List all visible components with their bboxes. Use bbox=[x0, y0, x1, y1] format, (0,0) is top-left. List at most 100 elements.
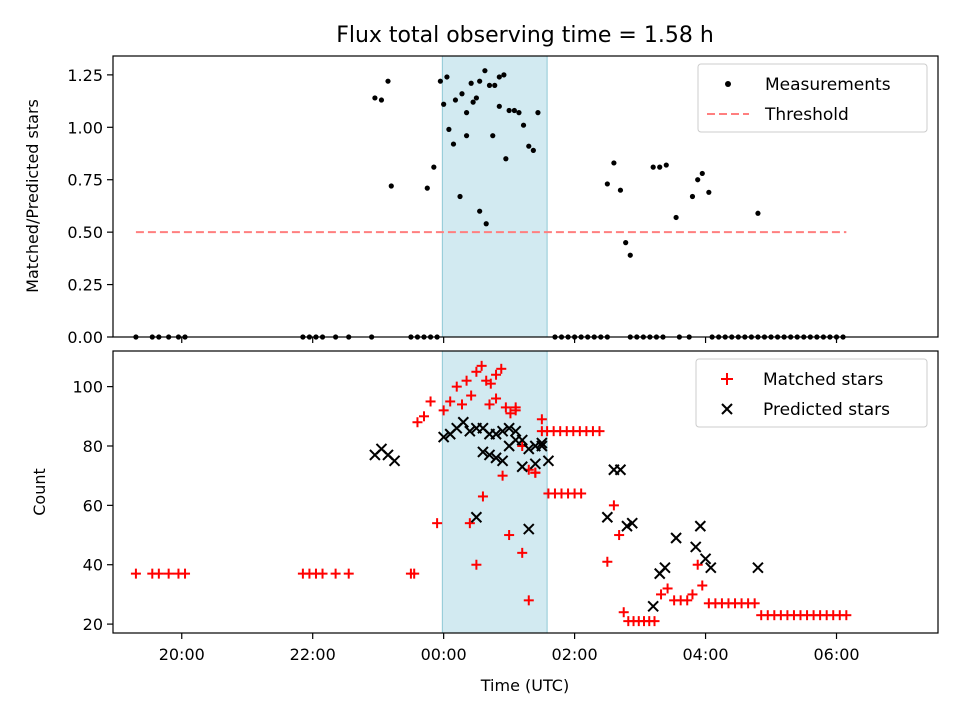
xtick-label: 04:00 bbox=[683, 645, 729, 664]
measurement-point bbox=[490, 133, 496, 139]
matched-point bbox=[682, 595, 693, 606]
matched-point bbox=[471, 366, 482, 377]
measurement-point bbox=[437, 78, 443, 84]
measurement-point bbox=[457, 193, 463, 200]
matched-point bbox=[500, 402, 511, 413]
measurement-point bbox=[611, 160, 617, 166]
measurement-point bbox=[463, 133, 470, 139]
top-legend: Measurements Threshold bbox=[697, 63, 928, 133]
predicted-point bbox=[621, 520, 633, 532]
matched-point bbox=[425, 396, 436, 407]
predicted-point bbox=[601, 511, 614, 523]
predicted-point bbox=[516, 461, 528, 473]
measurement-point bbox=[468, 80, 474, 86]
matched-point bbox=[576, 488, 587, 499]
bottom-x-ticks: 20:00 22:00 00:00 02:00 04:00 06:00 bbox=[159, 633, 860, 664]
predicted-point bbox=[659, 561, 671, 574]
predicted-point bbox=[529, 458, 542, 470]
measurement-point bbox=[706, 189, 712, 195]
matched-point bbox=[530, 467, 541, 478]
measurement-point bbox=[459, 91, 465, 97]
measurement-point bbox=[441, 101, 447, 107]
predicted-point bbox=[470, 511, 483, 523]
measurement-point bbox=[492, 82, 498, 88]
predicted-point bbox=[690, 541, 702, 553]
predicted-point bbox=[457, 416, 470, 428]
matched-point bbox=[649, 616, 660, 627]
measurement-point bbox=[477, 78, 483, 84]
matched-point bbox=[461, 375, 472, 386]
top-ytick-label: 0.00 bbox=[67, 328, 103, 347]
predicted-point bbox=[477, 446, 489, 458]
bottom-shaded-interval bbox=[441, 350, 548, 634]
top-legend-box bbox=[697, 63, 928, 133]
predicted-point bbox=[503, 422, 515, 434]
matched-point bbox=[456, 399, 467, 410]
matched-point bbox=[510, 402, 521, 413]
matched-point bbox=[412, 417, 423, 428]
matched-point bbox=[471, 559, 482, 570]
matched-point bbox=[504, 530, 515, 541]
bottom-y-axis-label: Count bbox=[30, 468, 49, 516]
measurement-point bbox=[506, 107, 512, 114]
predicted-point bbox=[523, 443, 535, 455]
predicted-point bbox=[670, 532, 682, 544]
measurement-point bbox=[755, 210, 761, 216]
predicted-point bbox=[509, 425, 522, 437]
matched-point bbox=[618, 607, 629, 618]
predicted-point bbox=[490, 452, 502, 464]
top-plot-frame bbox=[112, 55, 939, 338]
matched-point bbox=[477, 491, 488, 502]
measurement-point bbox=[486, 82, 493, 88]
legend-matched-marker bbox=[721, 373, 733, 385]
measurement-point bbox=[385, 78, 391, 84]
matched-point bbox=[476, 360, 487, 371]
matched-point bbox=[687, 589, 698, 600]
matched-point bbox=[180, 568, 191, 579]
measurement-point bbox=[473, 95, 479, 101]
measurement-point bbox=[526, 143, 532, 149]
bottom-ytick-label: 80 bbox=[83, 437, 103, 456]
matched-point bbox=[330, 568, 341, 579]
measurement-point bbox=[431, 164, 437, 170]
bottom-observing-window bbox=[441, 350, 548, 634]
predicted-point bbox=[626, 517, 638, 529]
legend-measurements-marker bbox=[725, 81, 731, 87]
bottom-plot-frame bbox=[112, 350, 939, 634]
measurement-point bbox=[496, 74, 502, 80]
measurement-point bbox=[695, 177, 701, 183]
measurement-point bbox=[516, 110, 522, 116]
matched-point bbox=[602, 556, 613, 567]
matched-point bbox=[692, 559, 703, 570]
matched-point bbox=[491, 369, 502, 380]
matched-point bbox=[662, 583, 673, 594]
measurement-point bbox=[604, 181, 610, 187]
measurement-point bbox=[503, 156, 509, 162]
measurement-point bbox=[483, 221, 489, 227]
predicted-point bbox=[464, 425, 476, 437]
matched-point bbox=[438, 405, 449, 416]
measurement-point bbox=[424, 185, 430, 191]
predicted-point bbox=[614, 464, 627, 476]
predicted-point bbox=[388, 455, 401, 467]
matched-point bbox=[466, 390, 477, 401]
legend-matched-label: Matched stars bbox=[763, 370, 883, 390]
matched-point bbox=[841, 610, 852, 621]
matched-point bbox=[523, 595, 534, 606]
legend-predicted-marker bbox=[721, 403, 733, 415]
matched-point bbox=[749, 598, 760, 609]
matched-point bbox=[697, 580, 708, 591]
measurement-point bbox=[623, 240, 629, 246]
chart-title: Flux total observing time = 1.58 h bbox=[336, 23, 714, 48]
bottom-legend-box bbox=[695, 358, 928, 428]
measurement-point bbox=[530, 147, 536, 153]
measurement-point bbox=[378, 97, 385, 103]
top-ytick-label: 0.25 bbox=[67, 276, 103, 295]
bottom-panel: 20 40 60 80 100 20:00 22:00 00:00 02:00 04:00 06:… bbox=[30, 350, 939, 695]
matched-point bbox=[517, 547, 528, 558]
measurement-point bbox=[699, 170, 705, 177]
top-ytick-label: 1.25 bbox=[67, 66, 103, 85]
matched-point bbox=[608, 500, 619, 511]
measurement-point bbox=[535, 110, 541, 116]
